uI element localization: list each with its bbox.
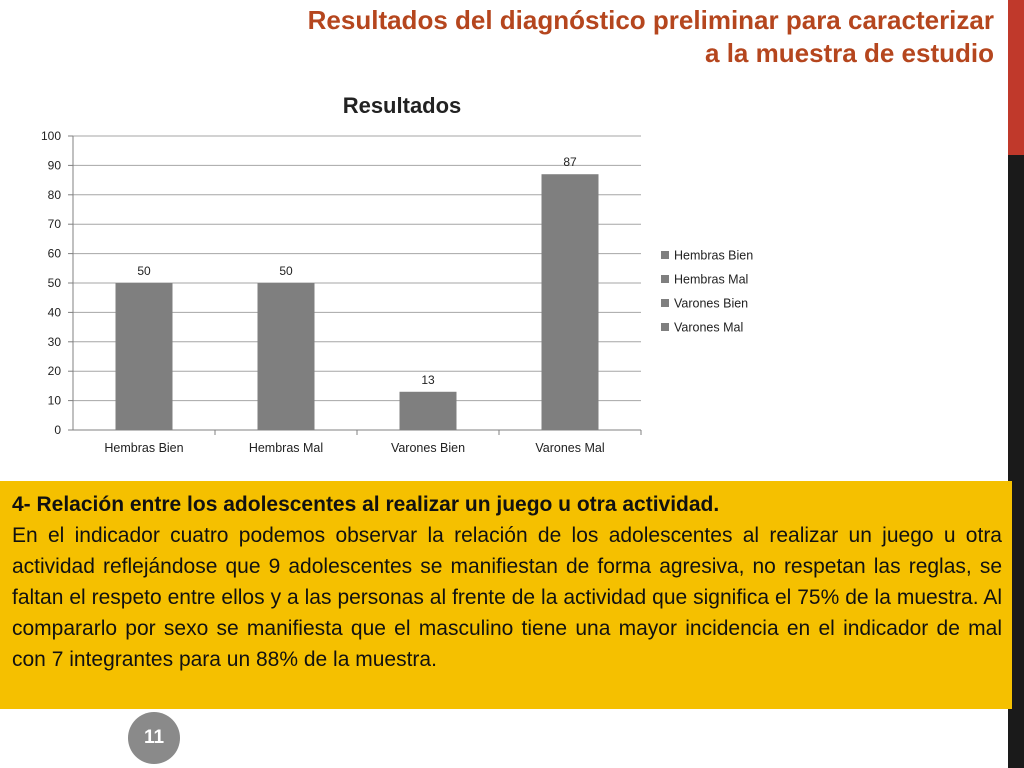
data-label-2: 13 [421,373,435,387]
legend-label-0: Hembras Bien [674,249,753,263]
y-tick-label-6: 60 [48,247,62,261]
data-label-0: 50 [137,264,151,278]
y-tick-label-10: 100 [41,129,61,143]
accent-bar-red [1008,0,1024,155]
legend-label-1: Hembras Mal [674,273,748,287]
slide-title: Resultados del diagnóstico preliminar pa… [174,4,994,70]
y-tick-label-9: 90 [48,158,62,172]
y-tick-label-0: 0 [54,423,61,437]
chart-title: Resultados [343,93,462,118]
x-tick-label-2: Varones Bien [391,441,465,455]
y-tick-label-8: 80 [48,188,62,202]
legend-swatch-0 [661,251,669,259]
x-tick-label-0: Hembras Bien [104,441,183,455]
slide-title-line-2: a la muestra de estudio [705,38,994,68]
y-tick-label-4: 40 [48,305,62,319]
legend-swatch-2 [661,299,669,307]
y-tick-label-7: 70 [48,217,62,231]
y-tick-label-5: 50 [48,276,62,290]
x-tick-label-3: Varones Mal [535,441,604,455]
legend-swatch-3 [661,323,669,331]
bar-3 [541,174,599,430]
description-heading: 4- Relación entre los adolescentes al re… [12,493,720,516]
description-body: En el indicador cuatro podemos observar … [12,524,1002,671]
legend-label-2: Varones Bien [674,297,748,311]
y-tick-label-1: 10 [48,394,62,408]
data-label-1: 50 [279,264,293,278]
page-number-badge: 11 [128,712,180,764]
results-bar-chart: Resultados 0 10 20 30 40 50 60 70 80 90 100 50 Hembr… [41,93,753,455]
y-tick-label-2: 20 [48,364,62,378]
data-label-3: 87 [563,155,577,169]
bar-1 [257,283,315,430]
bar-2 [399,391,457,430]
x-tick-label-1: Hembras Mal [249,441,323,455]
accent-bar-dark [1008,155,1024,768]
slide-title-line-1: Resultados del diagnóstico preliminar pa… [307,5,994,35]
y-tick-label-3: 30 [48,335,62,349]
bar-0 [115,283,173,430]
legend-label-3: Varones Mal [674,321,743,335]
legend-swatch-1 [661,275,669,283]
description-textbox: 4- Relación entre los adolescentes al re… [0,481,1012,709]
